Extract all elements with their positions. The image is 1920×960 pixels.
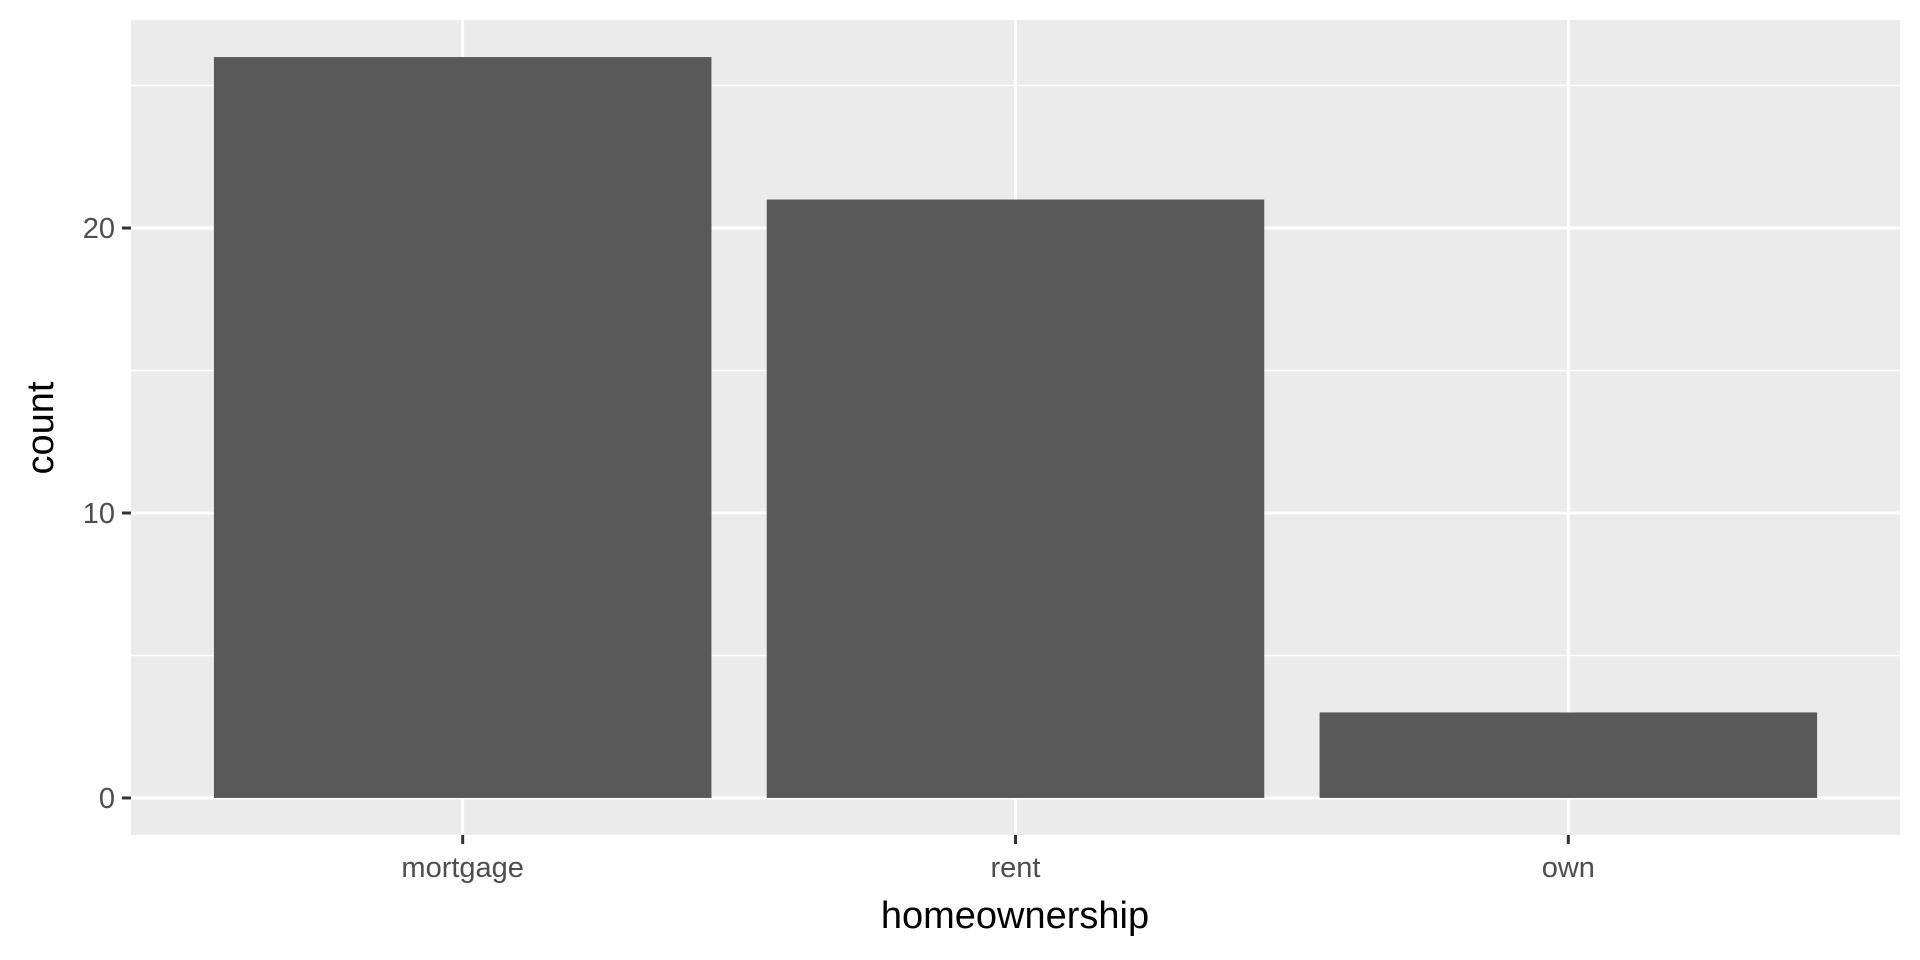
y-tick-label: 10 xyxy=(83,498,115,530)
bar-mortgage xyxy=(213,57,712,798)
y-axis: 0 10 20 xyxy=(83,213,131,815)
x-tick-label: mortgage xyxy=(401,852,524,884)
x-axis-title: homeownership xyxy=(881,895,1149,937)
y-tick-label: 0 xyxy=(99,783,115,815)
x-tick-label: own xyxy=(1542,852,1595,884)
x-tick-label: rent xyxy=(991,852,1041,884)
y-tick-label: 20 xyxy=(83,213,115,245)
y-axis-title: count xyxy=(20,381,62,474)
bar-rent xyxy=(766,199,1265,798)
bars xyxy=(213,57,1818,798)
x-axis: mortgage rent own xyxy=(401,835,1595,884)
bar-own xyxy=(1319,712,1818,798)
